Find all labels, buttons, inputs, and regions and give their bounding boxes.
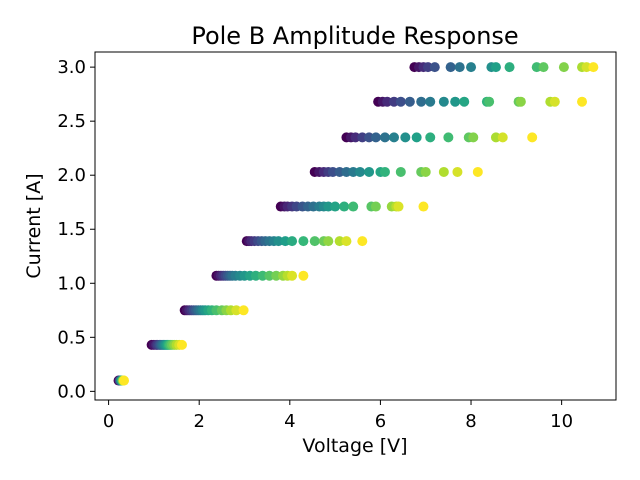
data-point <box>416 96 427 107</box>
data-point <box>364 166 375 177</box>
x-tick-label: 6 <box>375 411 386 432</box>
x-tick-label: 10 <box>550 411 573 432</box>
data-point <box>341 236 352 247</box>
data-point <box>425 132 436 143</box>
data-point <box>287 270 298 281</box>
data-point <box>438 96 449 107</box>
y-tick-label: 3.0 <box>57 57 86 78</box>
x-axis-ticks: 0 2 4 6 8 10 <box>103 400 573 432</box>
data-point <box>231 305 242 316</box>
y-axis-ticks: 0.0 0.5 1.0 1.5 2.0 2.5 3.0 <box>57 57 95 402</box>
data-point <box>425 96 436 107</box>
data-point <box>348 201 359 212</box>
data-point <box>339 201 350 212</box>
data-point <box>459 96 470 107</box>
data-point <box>298 270 309 281</box>
data-point <box>370 132 381 143</box>
x-tick-label: 0 <box>103 411 114 432</box>
x-tick-label: 4 <box>284 411 295 432</box>
data-point <box>389 132 400 143</box>
data-point <box>355 166 366 177</box>
data-point <box>484 96 495 107</box>
data-point <box>445 62 456 73</box>
data-point <box>443 132 454 143</box>
data-point <box>118 375 129 386</box>
data-point <box>309 236 320 247</box>
y-tick-label: 2.0 <box>57 165 86 186</box>
data-point <box>330 201 341 212</box>
data-point <box>515 96 526 107</box>
data-point <box>438 166 449 177</box>
data-point <box>395 96 406 107</box>
data-point <box>466 62 477 73</box>
data-point <box>238 305 249 316</box>
y-axis-label: Current [A] <box>23 173 45 278</box>
plot-frame <box>94 51 617 401</box>
data-point <box>418 201 429 212</box>
y-tick-label: 1.5 <box>57 219 86 240</box>
data-point <box>400 132 411 143</box>
x-tick-label: 8 <box>465 411 476 432</box>
data-points <box>113 62 599 386</box>
data-point <box>497 132 508 143</box>
data-point <box>429 62 440 73</box>
data-point <box>176 339 187 350</box>
y-tick-label: 1.0 <box>57 273 86 294</box>
data-point <box>549 96 560 107</box>
x-axis-label: Voltage [V] <box>302 435 407 457</box>
y-tick-label: 0.0 <box>57 381 86 402</box>
data-point <box>468 132 479 143</box>
data-point <box>472 166 483 177</box>
data-point <box>452 166 463 177</box>
data-point <box>411 132 422 143</box>
data-point <box>404 96 415 107</box>
data-point <box>379 166 390 177</box>
data-point <box>577 96 588 107</box>
data-point <box>420 166 431 177</box>
x-tick-label: 2 <box>193 411 204 432</box>
y-tick-label: 2.5 <box>57 111 86 132</box>
data-point <box>490 62 501 73</box>
data-point <box>323 236 334 247</box>
data-point <box>357 236 368 247</box>
data-point <box>588 62 599 73</box>
y-tick-label: 0.5 <box>57 327 86 348</box>
data-point <box>395 166 406 177</box>
data-point <box>504 62 515 73</box>
data-point <box>287 236 298 247</box>
data-point <box>538 62 549 73</box>
data-point <box>379 132 390 143</box>
data-point <box>454 62 465 73</box>
data-point <box>450 96 461 107</box>
data-point <box>527 132 538 143</box>
data-point <box>370 201 381 212</box>
data-point <box>298 236 309 247</box>
data-point <box>558 62 569 73</box>
data-point <box>393 201 404 212</box>
chart-title: Pole B Amplitude Response <box>191 22 518 50</box>
